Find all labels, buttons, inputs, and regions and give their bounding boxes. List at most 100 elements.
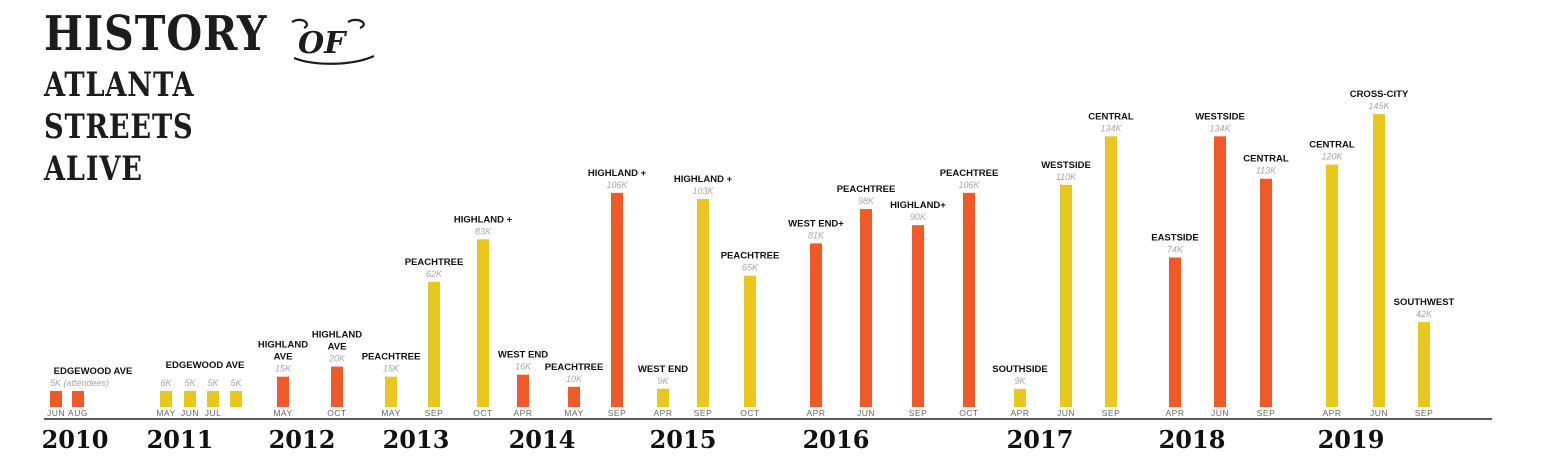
value-label: 134K: [1100, 123, 1122, 133]
flourish-ornament-icon: [291, 18, 375, 65]
route-label: EASTSIDE: [1151, 233, 1199, 244]
year-label: 2015: [650, 425, 717, 454]
event-bar: [1214, 136, 1226, 407]
month-label: JUN: [1211, 408, 1229, 418]
event-bar: [810, 243, 822, 407]
event-bar: [611, 192, 623, 407]
event-bar: [657, 388, 669, 407]
month-label: SEP: [909, 408, 928, 418]
value-label: 20K: [328, 354, 346, 364]
month-label: JUN: [181, 408, 199, 418]
event-bar: [1169, 257, 1181, 407]
month-label: OCT: [740, 408, 759, 418]
value-label: 74K: [1167, 245, 1184, 255]
route-label: HIGHLAND +: [674, 174, 733, 185]
route-label: EDGEWOOD AVE: [54, 366, 133, 377]
route-label: SOUTHSIDE: [992, 364, 1047, 375]
event-bar: [72, 391, 84, 407]
month-label: SEP: [608, 408, 627, 418]
month-label: AUG: [68, 408, 88, 418]
route-label: CROSS-CITY: [1350, 89, 1409, 100]
year-label: 2019: [1318, 425, 1385, 454]
month-label: JUN: [47, 408, 65, 418]
value-label: 145K: [1368, 101, 1390, 111]
event-bar: [385, 376, 397, 407]
event-bar: [50, 391, 62, 407]
route-label: PEACHTREE: [362, 352, 421, 363]
event-bar: [568, 386, 580, 407]
route-label: CENTRAL: [1088, 111, 1134, 122]
value-label: 9K: [657, 376, 669, 386]
value-label: 106K: [958, 180, 980, 190]
value-label: 15K: [275, 364, 292, 374]
year-label: 2013: [383, 425, 450, 454]
title-line-streets: STREETS: [44, 107, 194, 147]
route-label: PEACHTREE: [837, 184, 896, 195]
route-label: PEACHTREE: [721, 251, 780, 262]
title-of-word: OF: [298, 26, 346, 61]
value-label: 113K: [1256, 166, 1277, 176]
value-label: 42K: [1416, 309, 1433, 319]
event-bar: [1418, 322, 1430, 407]
value-label: 5K (attendees): [50, 378, 109, 388]
year-label: 2017: [1007, 425, 1074, 454]
event-bar: [1373, 114, 1385, 407]
route-label: AVE: [274, 352, 293, 363]
month-label: SEP: [1257, 408, 1276, 418]
value-label: 10K: [566, 374, 583, 384]
month-label: APR: [807, 408, 826, 418]
route-label: HIGHLAND +: [454, 214, 513, 225]
month-label: APR: [514, 408, 533, 418]
route-label: WESTSIDE: [1041, 160, 1091, 171]
month-label: OCT: [327, 408, 346, 418]
value-label: 65K: [742, 263, 759, 273]
route-label: WEST END: [498, 350, 548, 361]
event-bar: [1260, 178, 1272, 407]
value-label: 103K: [692, 186, 714, 196]
month-label: JUN: [1057, 408, 1075, 418]
month-label: APR: [1166, 408, 1185, 418]
event-bar: [1060, 184, 1072, 407]
value-label: 134K: [1209, 123, 1231, 133]
year-label: 2014: [509, 425, 576, 454]
value-label: 90K: [910, 212, 927, 222]
month-label: SEP: [694, 408, 713, 418]
route-label: HIGHLAND: [258, 340, 308, 351]
event-bar: [1105, 136, 1117, 407]
value-label: 120K: [1321, 152, 1343, 162]
value-label: 5K: [207, 378, 219, 388]
event-bar: [1014, 388, 1026, 407]
event-bar: [331, 366, 343, 407]
route-label: HIGHLAND: [312, 330, 362, 341]
event-bar: [277, 376, 289, 407]
year-label: 2016: [803, 425, 870, 454]
month-label: OCT: [473, 408, 492, 418]
value-label: 15K: [383, 364, 400, 374]
event-bar: [517, 374, 529, 407]
value-label: 110K: [1056, 172, 1077, 182]
route-label: PEACHTREE: [405, 257, 464, 268]
month-label: SEP: [1415, 408, 1434, 418]
route-label: WEST END: [638, 364, 688, 375]
route-label: CENTRAL: [1309, 140, 1355, 151]
year-label: 2012: [269, 425, 336, 454]
year-label: 2010: [42, 425, 109, 454]
value-label: 9K: [1014, 376, 1026, 386]
route-label: HIGHLAND +: [588, 168, 647, 179]
event-bar: [963, 192, 975, 407]
month-label: MAY: [156, 408, 175, 418]
title-line-history: HISTORY: [44, 6, 268, 62]
event-bar: [912, 225, 924, 407]
event-bar: [184, 391, 196, 407]
value-label: 6K: [160, 378, 172, 388]
value-label: 62K: [426, 269, 443, 279]
month-label: MAY: [273, 408, 292, 418]
year-label: 2018: [1159, 425, 1226, 454]
chart-title: HISTORY OF ATLANTA STREETS ALIVE: [44, 6, 375, 220]
value-label: 81K: [808, 230, 825, 240]
month-label: APR: [1323, 408, 1342, 418]
title-line-atlanta: ATLANTA: [44, 65, 195, 105]
month-label: MAY: [381, 408, 400, 418]
month-label: SEP: [1102, 408, 1121, 418]
